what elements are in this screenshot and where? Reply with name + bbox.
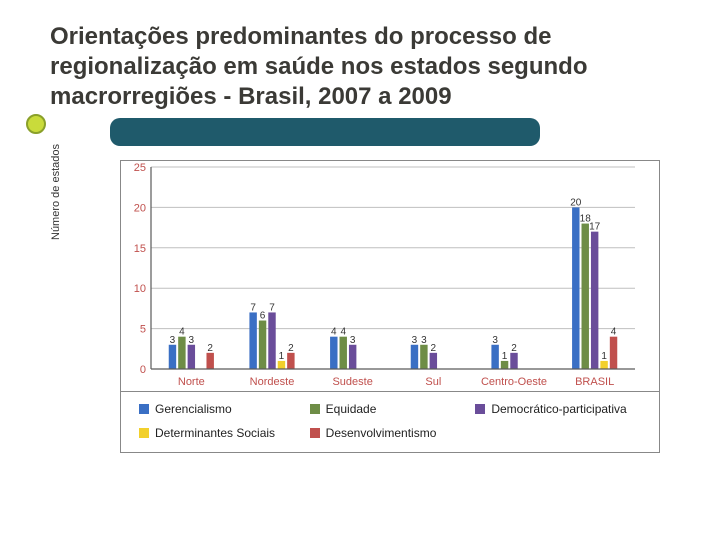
svg-text:Nordeste: Nordeste <box>250 376 295 388</box>
svg-text:25: 25 <box>134 162 146 174</box>
svg-text:6: 6 <box>260 311 266 322</box>
legend-label: Determinantes Sociais <box>155 426 275 440</box>
legend: Gerencialismo Equidade Democrático-partici… <box>121 391 659 452</box>
chart-container: Número de estados 05101520253432Norte767… <box>60 160 660 453</box>
svg-text:4: 4 <box>179 327 185 338</box>
legend-item: Gerencialismo <box>139 402 310 416</box>
svg-text:3: 3 <box>189 335 195 346</box>
svg-text:7: 7 <box>250 302 256 313</box>
svg-text:2: 2 <box>431 343 437 354</box>
legend-item: Equidade <box>310 402 476 416</box>
legend-label: Democrático-participativa <box>491 402 626 416</box>
svg-text:Norte: Norte <box>178 376 205 388</box>
svg-text:Centro-Oeste: Centro-Oeste <box>481 376 547 388</box>
legend-item: Desenvolvimentismo <box>310 426 476 440</box>
legend-item: Determinantes Sociais <box>139 426 310 440</box>
svg-text:17: 17 <box>589 222 601 233</box>
svg-text:2: 2 <box>511 343 517 354</box>
svg-text:15: 15 <box>134 243 146 255</box>
chart-box: 05101520253432Norte76712Nordeste443Sudes… <box>120 160 660 453</box>
svg-text:2: 2 <box>288 343 294 354</box>
accent-band <box>110 118 540 146</box>
svg-text:Sul: Sul <box>425 376 441 388</box>
title-area: Orientações predominantes do processo de… <box>0 0 720 112</box>
legend-label: Gerencialismo <box>155 402 232 416</box>
svg-text:Sudeste: Sudeste <box>332 376 372 388</box>
svg-text:7: 7 <box>269 302 275 313</box>
svg-text:20: 20 <box>134 202 146 214</box>
legend-row: Determinantes Sociais Desenvolvimentismo <box>139 426 641 440</box>
svg-text:20: 20 <box>570 197 582 208</box>
legend-swatch <box>139 428 149 438</box>
svg-text:4: 4 <box>340 327 346 338</box>
svg-text:1: 1 <box>502 351 508 362</box>
legend-swatch <box>310 428 320 438</box>
svg-text:3: 3 <box>412 335 418 346</box>
svg-text:3: 3 <box>350 335 356 346</box>
slide: Orientações predominantes do processo de… <box>0 0 720 540</box>
accent-panel <box>0 116 720 150</box>
svg-text:3: 3 <box>492 335 498 346</box>
y-axis-label: Número de estados <box>50 144 62 240</box>
svg-text:BRASIL: BRASIL <box>575 376 614 388</box>
legend-label: Equidade <box>326 402 377 416</box>
svg-text:4: 4 <box>611 327 617 338</box>
legend-item <box>475 426 641 440</box>
legend-row: Gerencialismo Equidade Democrático-partici… <box>139 402 641 416</box>
bullet-icon <box>26 114 46 134</box>
legend-label: Desenvolvimentismo <box>326 426 437 440</box>
svg-text:0: 0 <box>140 364 146 376</box>
svg-text:1: 1 <box>601 351 607 362</box>
svg-text:10: 10 <box>134 283 146 295</box>
svg-text:4: 4 <box>331 327 337 338</box>
svg-text:3: 3 <box>170 335 176 346</box>
legend-swatch <box>139 404 149 414</box>
svg-text:3: 3 <box>421 335 427 346</box>
svg-text:5: 5 <box>140 324 146 336</box>
legend-swatch <box>310 404 320 414</box>
svg-text:1: 1 <box>279 351 285 362</box>
legend-swatch <box>475 404 485 414</box>
svg-text:2: 2 <box>207 343 213 354</box>
slide-title: Orientações predominantes do processo de… <box>50 22 680 112</box>
legend-item: Democrático-participativa <box>475 402 641 416</box>
bar-chart: 05101520253432Norte76712Nordeste443Sudes… <box>121 161 641 391</box>
